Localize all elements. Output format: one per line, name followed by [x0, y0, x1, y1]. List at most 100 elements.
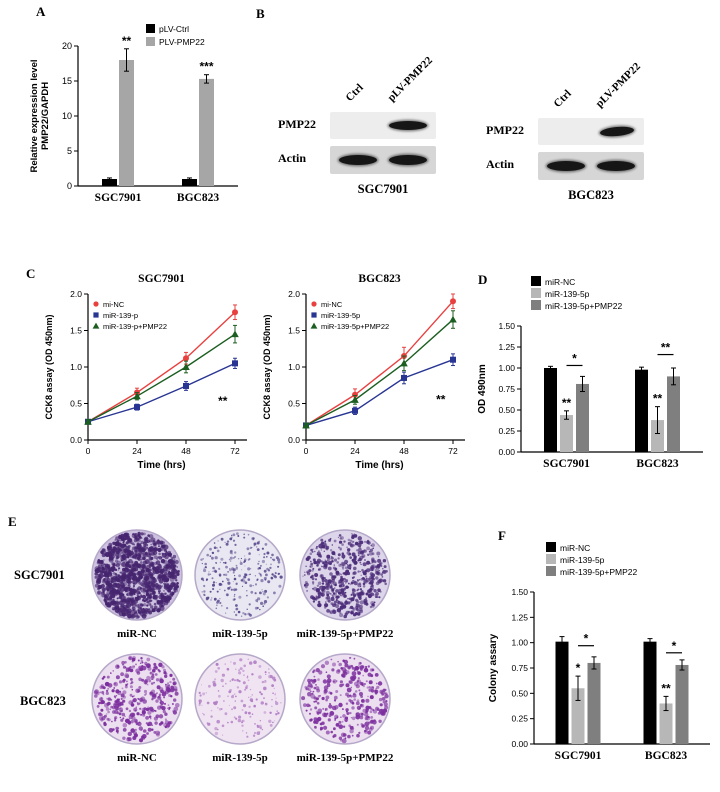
colony-dot [238, 690, 242, 694]
colony-dot [346, 551, 351, 555]
colony-dot [312, 587, 314, 590]
significance-star: ** [436, 393, 446, 407]
y-tick-label: 1.25 [511, 612, 528, 622]
colony-dot [251, 713, 254, 715]
colony-dot [138, 536, 142, 539]
colony-dot [374, 673, 379, 677]
colony-dot [381, 697, 386, 701]
colony-dot [335, 572, 337, 574]
y-tick-label: 1.0 [288, 362, 300, 372]
data-point-marker [93, 312, 99, 318]
colony-dot [258, 554, 260, 556]
colony-dot [304, 585, 308, 589]
colony-dot [333, 575, 337, 579]
colony-dot [107, 584, 110, 586]
dish-background [194, 653, 286, 745]
colony-dot [152, 595, 156, 600]
colony-dot [140, 713, 143, 716]
colony-dot [347, 548, 351, 552]
colony-dot [163, 565, 165, 568]
colony-dot [172, 677, 176, 681]
colony-dot [368, 550, 371, 553]
colony-dot [198, 703, 201, 706]
colony-dot [122, 736, 126, 740]
colony-dot [277, 561, 281, 564]
bar [560, 415, 573, 452]
dish-condition-label: miR-139-5p+PMP22 [296, 752, 394, 764]
colony-dot [164, 592, 167, 595]
colony-dot [114, 700, 118, 704]
colony-dot [131, 577, 135, 581]
colony-dot [103, 563, 106, 565]
colony-dot [125, 707, 129, 711]
colony-dot [236, 566, 238, 569]
colony-dot [260, 701, 264, 705]
colony-dot [155, 560, 161, 565]
colony-dot [163, 582, 170, 588]
colony-dot [363, 549, 367, 553]
colony-dot [336, 561, 339, 564]
colony-dot [225, 593, 229, 597]
colony-dot [231, 553, 233, 555]
colony-dot [373, 601, 376, 604]
colony-dot [107, 697, 111, 701]
colony-dot [114, 539, 117, 541]
colony-dot [244, 573, 248, 577]
colony-dot [126, 593, 129, 596]
colony-dot [107, 545, 109, 548]
colony-dot [315, 684, 317, 686]
colony-dot [128, 559, 133, 564]
colony-dot [130, 678, 133, 681]
colony-dot [260, 693, 263, 696]
colony-dot [156, 732, 160, 737]
colony-dot [242, 669, 245, 673]
colony-dot [353, 657, 356, 660]
colony-dot [140, 569, 144, 573]
colony-dot [153, 548, 157, 552]
colony-dot [168, 706, 171, 710]
colony-dot [244, 711, 248, 715]
colony-dot [323, 725, 328, 730]
colony-dot [358, 607, 363, 612]
colony-dot [240, 560, 242, 562]
colony-dot [320, 538, 324, 542]
colony-dot [137, 534, 140, 537]
colony-dot [367, 665, 370, 668]
colony-dot [202, 579, 205, 582]
colony-dot [313, 560, 317, 565]
legend-label: miR-139-5p+PMP22 [321, 322, 389, 331]
colony-dot [158, 566, 163, 571]
colony-dot [305, 709, 308, 712]
colony-dot [160, 689, 164, 694]
colony-dot [146, 732, 149, 735]
colony-dot [320, 574, 323, 577]
colony-dot [118, 601, 123, 605]
colony-dot [333, 680, 335, 683]
colony-dot [366, 560, 371, 565]
colony-dot [359, 703, 363, 707]
colony-dot [151, 583, 156, 588]
colony-dot [340, 587, 344, 590]
colony-dot [217, 707, 219, 709]
colony-dot [131, 665, 135, 669]
colony-dot [332, 609, 337, 614]
blot-membrane [538, 118, 644, 145]
colony-dot [234, 555, 237, 558]
colony-dot [342, 714, 346, 718]
colony-dot [333, 727, 336, 731]
colony-dot [360, 563, 362, 566]
bar [555, 641, 569, 744]
colony-dot [142, 572, 146, 576]
colony-dot [143, 707, 147, 711]
colony-dot [274, 694, 276, 696]
colony-dot [370, 566, 375, 571]
significance-star: *** [199, 60, 213, 74]
bar [659, 703, 673, 744]
colony-dot [265, 573, 268, 577]
colony-dot [361, 568, 364, 572]
colony-dot [358, 707, 361, 710]
colony-dot [229, 556, 233, 560]
colony-dot [337, 660, 339, 663]
colony-dot [359, 662, 362, 665]
colony-dot [362, 577, 365, 580]
